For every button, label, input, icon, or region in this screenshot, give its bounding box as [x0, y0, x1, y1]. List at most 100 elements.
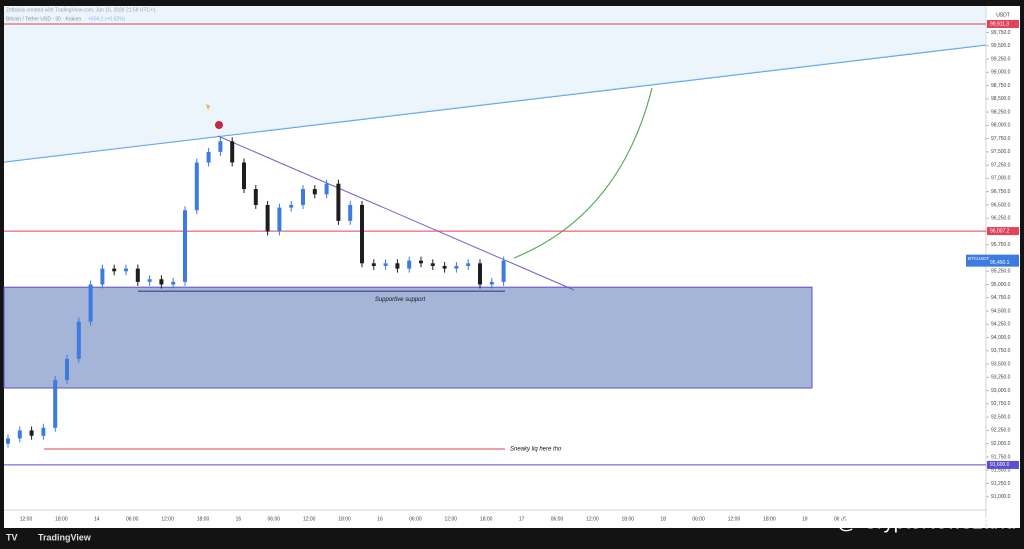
candle: [301, 189, 305, 205]
y-tick-label: 91,750.0: [991, 454, 1011, 460]
candle: [124, 268, 128, 272]
candle: [218, 141, 223, 152]
x-tick-label: 16: [377, 516, 383, 522]
candle: [253, 189, 258, 205]
y-tick-label: 91,000.0: [991, 494, 1011, 500]
candle: [88, 284, 93, 322]
candle: [242, 162, 246, 190]
candle: [29, 430, 34, 436]
candle: [454, 265, 459, 269]
candle: [100, 268, 105, 285]
y-tick-label: 94,000.0: [991, 335, 1011, 341]
y-tick-label: 94,500.0: [991, 308, 1011, 314]
y-tick-label: 97,500.0: [991, 149, 1011, 155]
candle: [65, 358, 69, 381]
y-tick-label: 98,250.0: [991, 109, 1011, 115]
projection: [513, 87, 653, 259]
candle: [230, 141, 235, 163]
candle: [41, 427, 46, 436]
level-tag: [987, 460, 1019, 469]
y-tick-label: 93,250.0: [991, 375, 1011, 381]
candle: [501, 260, 506, 282]
candle: [277, 207, 282, 232]
y-tick-label: 93,750.0: [991, 348, 1011, 354]
y-tick-label: 92,000.0: [991, 441, 1011, 447]
y-tick-label: 92,750.0: [991, 401, 1011, 407]
x-tick-label: 12:00: [728, 516, 741, 522]
candle: [6, 438, 10, 444]
x-tick-label: 18:00: [763, 516, 776, 522]
x-tick-label: 12:00: [303, 516, 316, 522]
candle: [395, 263, 400, 269]
y-tick-label: 97,000.0: [991, 176, 1011, 182]
currency: USDT: [996, 12, 1010, 18]
candle: [112, 268, 117, 272]
x-tick-label: 12:00: [586, 516, 599, 522]
marker: [215, 121, 223, 129]
y-tick-label: 96,500.0: [991, 202, 1011, 208]
x-tick-label: 18: [660, 516, 666, 522]
candle: [442, 265, 447, 269]
level-label: 91,600.0: [990, 462, 1010, 468]
y-tick-label: 99,000.0: [991, 70, 1011, 76]
y-tick-label: 98,750.0: [991, 83, 1011, 89]
candle: [324, 183, 329, 195]
channel-fill: [4, 6, 986, 162]
candle: [17, 430, 22, 439]
candle: [265, 204, 270, 232]
x-tick-label: 06:00: [409, 516, 422, 522]
marker: [206, 104, 210, 110]
candle: [478, 263, 482, 285]
candle: [489, 281, 494, 285]
candle: [383, 263, 388, 266]
candle: [206, 151, 211, 163]
candle: [76, 321, 81, 359]
candle: [360, 204, 364, 264]
y-tick-label: 92,500.0: [991, 414, 1011, 420]
candle: [430, 263, 435, 266]
x-tick-label: 06:00: [268, 516, 281, 522]
price-tag: [966, 254, 1019, 267]
x-tick-label: 14: [94, 516, 100, 522]
watermark: @ CryptoNewsLand: [837, 511, 1016, 533]
candle: [466, 263, 471, 266]
support-zone: [3, 286, 813, 389]
candle: [159, 279, 164, 285]
level-label: 96,007.2: [990, 228, 1010, 234]
trendline: [217, 135, 575, 291]
price-name: BTCUSDT: [968, 256, 990, 261]
candle: [53, 380, 58, 428]
candle: [312, 189, 317, 195]
y-tick-label: 99,500.0: [991, 43, 1011, 49]
x-tick-label: 06:00: [692, 516, 705, 522]
candle: [419, 260, 423, 264]
y-tick-label: 95,000.0: [991, 282, 1011, 288]
x-tick-label: 17: [519, 516, 525, 522]
liq-label: Sneaky liq here tho: [510, 447, 562, 453]
y-tick-label: 98,000.0: [991, 123, 1011, 129]
candle: [289, 204, 294, 208]
price-label: 95,450.1: [990, 260, 1010, 266]
candle: [348, 204, 353, 221]
candle: [371, 263, 376, 266]
x-tick-label: 18:00: [55, 516, 68, 522]
brand-logo: TV: [6, 532, 18, 542]
y-tick-label: 98,500.0: [991, 96, 1011, 102]
y-tick-label: 91,250.0: [991, 481, 1011, 487]
level-label: 99,911.3: [990, 21, 1009, 27]
candle: [336, 183, 341, 221]
y-tick-label: 93,000.0: [991, 388, 1011, 394]
candle: [183, 210, 187, 282]
x-tick-label: 15: [236, 516, 242, 522]
y-tick-label: 96,750.0: [991, 189, 1011, 195]
y-tick-label: 97,250.0: [991, 162, 1011, 168]
candle: [171, 281, 176, 285]
y-tick-label: 99,250.0: [991, 56, 1011, 62]
y-tick-label: 95,250.0: [991, 269, 1011, 275]
candle: [407, 260, 412, 269]
y-tick-label: 99,750.0: [991, 30, 1011, 36]
y-tick-label: 96,250.0: [991, 216, 1011, 222]
x-tick-label: 06:00: [834, 516, 847, 522]
x-tick-label: 19: [802, 516, 808, 522]
